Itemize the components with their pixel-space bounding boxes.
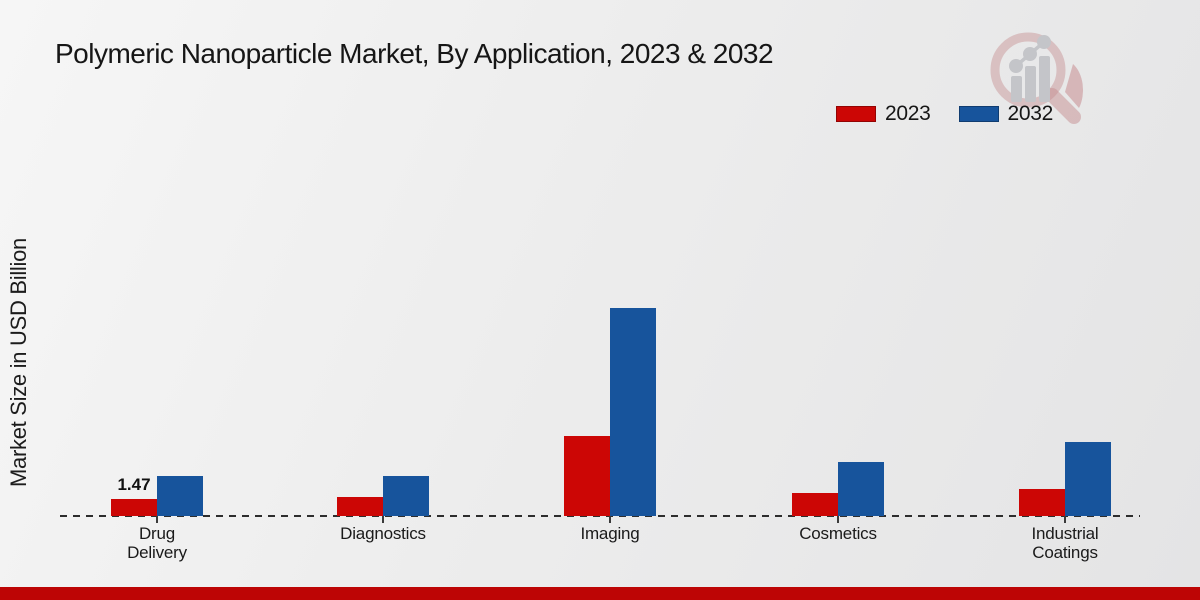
footer-accent-bar bbox=[0, 587, 1200, 600]
x-axis-tick bbox=[609, 516, 611, 523]
category-label-diagnostics: Diagnostics bbox=[340, 524, 426, 543]
legend: 2023 2032 bbox=[836, 102, 1053, 126]
bar-2023-diagnostics bbox=[337, 497, 383, 516]
category-label-industrial-coatings: Industrial Coatings bbox=[1031, 524, 1099, 562]
category-label-cosmetics: Cosmetics bbox=[799, 524, 877, 543]
legend-item-2023: 2023 bbox=[836, 102, 931, 126]
legend-swatch-2032 bbox=[958, 106, 999, 122]
legend-item-2032: 2032 bbox=[958, 102, 1054, 126]
bar-2023-industrial-coatings bbox=[1019, 489, 1065, 516]
x-axis-tick bbox=[382, 516, 384, 523]
category-label-drug-delivery: Drug Delivery bbox=[127, 524, 187, 562]
x-axis-tick bbox=[837, 516, 839, 523]
bar-value-label-drug-delivery: 1.47 bbox=[117, 474, 151, 494]
bar-2023-cosmetics bbox=[792, 493, 838, 516]
bar-2032-drug-delivery bbox=[157, 476, 203, 516]
x-axis-tick bbox=[156, 516, 158, 523]
legend-label-2023: 2023 bbox=[885, 102, 931, 125]
legend-label-2032: 2032 bbox=[1007, 102, 1054, 125]
bar-2032-imaging bbox=[610, 308, 656, 516]
bar-2032-industrial-coatings bbox=[1065, 442, 1111, 516]
market-research-magnifier-logo-icon bbox=[990, 32, 1084, 124]
chart-title: Polymeric Nanoparticle Market, By Applic… bbox=[55, 38, 774, 69]
bar-2023-drug-delivery bbox=[111, 499, 157, 516]
legend-swatch-2023 bbox=[836, 106, 876, 122]
bar-2032-cosmetics bbox=[838, 462, 884, 516]
x-axis-tick bbox=[1064, 516, 1066, 523]
x-axis-baseline bbox=[60, 515, 1140, 517]
bar-2032-diagnostics bbox=[383, 476, 429, 516]
bar-2023-imaging bbox=[564, 436, 610, 516]
category-label-imaging: Imaging bbox=[580, 524, 640, 543]
